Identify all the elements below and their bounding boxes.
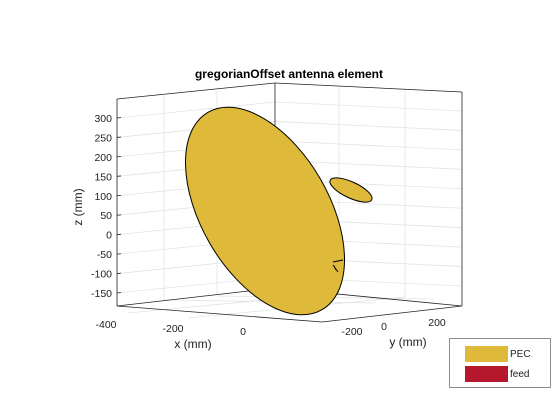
z-tick-label: 100: [94, 191, 112, 203]
y-tick-labels: -200 0 200: [341, 317, 445, 338]
z-grid-line: [274, 101, 463, 112]
x-tick-labels: -400 -200 0: [95, 319, 246, 338]
x-tick-label: -400: [95, 319, 116, 331]
x-axis-label: x (mm): [174, 337, 211, 351]
legend-item-pec: PEC: [465, 346, 531, 362]
legend-label-feed: feed: [510, 368, 530, 380]
main-reflector: [184, 106, 346, 316]
z-tick-label: 300: [94, 113, 112, 125]
y-tick-label: 0: [381, 321, 387, 333]
y-tick-label: 200: [428, 317, 446, 329]
z-tick-label: 200: [94, 152, 112, 164]
legend-swatch-pec: [465, 346, 508, 362]
z-tick-marks: [116, 117, 122, 294]
z-tick-label: 250: [94, 132, 112, 144]
legend-item-feed: feed: [465, 366, 529, 382]
y-tick-label: -200: [341, 326, 362, 338]
z-tick-label: 150: [94, 171, 112, 183]
z-axis-label: z (mm): [71, 188, 85, 225]
z-tick-labels: 300 250 200 150 100 50 0 -50 -100 -150: [91, 113, 112, 300]
legend-swatch-feed: [465, 366, 508, 382]
antenna-geometry: [184, 106, 373, 316]
z-tick-label: 50: [100, 210, 112, 222]
feed-element: [332, 259, 344, 273]
chart-title: gregorianOffset antenna element: [195, 67, 383, 81]
z-grid-line: [116, 101, 276, 119]
x-tick-label: 0: [240, 326, 246, 338]
z-tick-label: -50: [97, 249, 112, 261]
subreflector: [329, 177, 373, 203]
y-axis-label: y (mm): [389, 335, 426, 349]
z-grid-line: [274, 121, 463, 131]
legend: PEC feed: [449, 338, 551, 388]
legend-label-pec: PEC: [510, 348, 531, 360]
z-tick-label: -100: [91, 269, 112, 281]
x-tick-label: -200: [162, 323, 183, 335]
z-tick-label: -150: [91, 288, 112, 300]
z-tick-label: 0: [106, 230, 112, 242]
z-grid-line: [274, 140, 463, 151]
